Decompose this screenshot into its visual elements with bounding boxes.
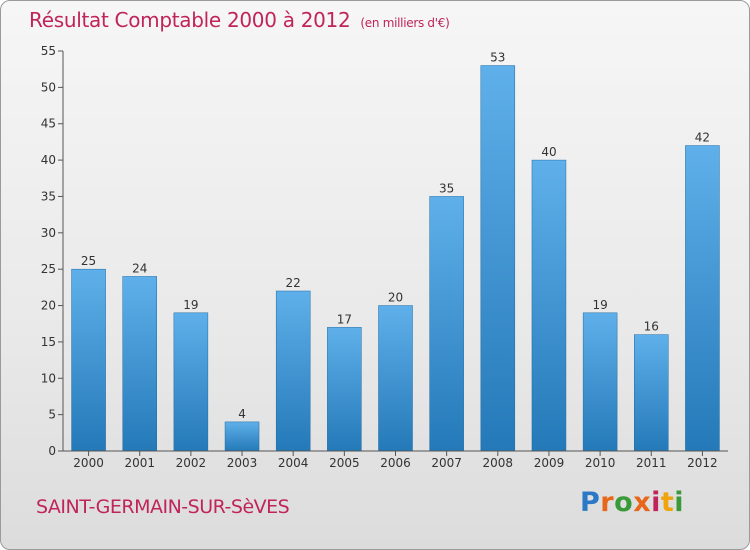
y-tick-label: 55 bbox=[41, 44, 56, 58]
x-tick-label: 2008 bbox=[483, 456, 514, 470]
x-tick-label: 2003 bbox=[227, 456, 258, 470]
logo-letter: P bbox=[580, 487, 601, 518]
bar-value-label: 20 bbox=[388, 291, 403, 305]
x-tick-label: 2005 bbox=[329, 456, 360, 470]
y-tick-label: 0 bbox=[48, 444, 56, 458]
bar-value-label: 24 bbox=[132, 261, 147, 275]
y-tick-label: 20 bbox=[41, 299, 56, 313]
logo-letter: o bbox=[614, 487, 634, 518]
bar-value-label: 22 bbox=[286, 276, 301, 290]
bar bbox=[634, 334, 669, 452]
chart-title-text: Résultat Comptable 2000 à 2012 bbox=[29, 8, 351, 32]
proxiti-logo: Proxiti bbox=[580, 487, 684, 518]
x-tick-label: 2006 bbox=[380, 456, 411, 470]
bar bbox=[275, 290, 311, 452]
x-axis: 2000 2001 2002 2003 2004 2005 2006 2007 2008 2009… bbox=[63, 450, 728, 470]
bar-value-label: 25 bbox=[81, 254, 96, 268]
y-tick-label: 25 bbox=[41, 262, 56, 276]
y-tick-label: 10 bbox=[41, 371, 56, 385]
x-tick-label: 2000 bbox=[73, 456, 104, 470]
logo-letter: r bbox=[600, 487, 615, 518]
bar bbox=[224, 421, 260, 452]
town-name: SAINT-GERMAIN-SUR-SèVES bbox=[36, 496, 290, 518]
logo-letter: t bbox=[660, 487, 675, 518]
bar-value-label: 19 bbox=[183, 298, 198, 312]
bar-value-label: 17 bbox=[337, 312, 352, 326]
bar-value-label: 4 bbox=[238, 407, 246, 421]
y-tick-label: 15 bbox=[41, 335, 56, 349]
y-tick-label: 30 bbox=[41, 226, 56, 240]
bar bbox=[122, 276, 157, 452]
x-tick-label: 2012 bbox=[687, 456, 718, 470]
bar-value-label: 35 bbox=[439, 181, 454, 195]
y-axis: 0 5 10 15 20 25 30 35 40 45 50 55 bbox=[41, 44, 64, 458]
x-tick-label: 2011 bbox=[636, 456, 667, 470]
chart-unit: (en milliers d'€) bbox=[360, 16, 450, 30]
y-tick-label: 50 bbox=[41, 80, 56, 94]
bar bbox=[173, 312, 209, 452]
bar-value-label: 53 bbox=[490, 51, 505, 65]
y-tick-label: 35 bbox=[41, 189, 56, 203]
x-tick-label: 2007 bbox=[431, 456, 462, 470]
y-tick-label: 40 bbox=[41, 153, 56, 167]
y-tick-label: 45 bbox=[41, 117, 56, 131]
bar bbox=[480, 65, 516, 452]
bar-value-label: 42 bbox=[695, 131, 710, 145]
bar bbox=[429, 196, 464, 452]
bar-value-label: 19 bbox=[592, 298, 607, 312]
bar bbox=[531, 159, 567, 452]
bars: 25 24 19 4 22 17 20 35 53 40 19 16 42 bbox=[71, 51, 720, 452]
chart-title: Résultat Comptable 2000 à 2012 (en millie… bbox=[29, 8, 450, 32]
bar bbox=[327, 327, 362, 452]
x-tick-label: 2002 bbox=[176, 456, 207, 470]
logo-letter: x bbox=[633, 487, 652, 518]
bar bbox=[378, 305, 413, 452]
x-tick-label: 2004 bbox=[278, 456, 309, 470]
x-tick-label: 2009 bbox=[534, 456, 565, 470]
x-tick-label: 2001 bbox=[124, 456, 155, 470]
logo-letter: i bbox=[651, 487, 661, 518]
bar bbox=[582, 312, 618, 452]
bar-value-label: 16 bbox=[644, 320, 659, 334]
bar bbox=[71, 268, 106, 452]
bar bbox=[685, 145, 720, 452]
y-tick-label: 5 bbox=[48, 408, 56, 422]
bar-value-label: 40 bbox=[541, 145, 556, 159]
x-tick-label: 2010 bbox=[585, 456, 616, 470]
logo-letter: i bbox=[674, 487, 685, 518]
